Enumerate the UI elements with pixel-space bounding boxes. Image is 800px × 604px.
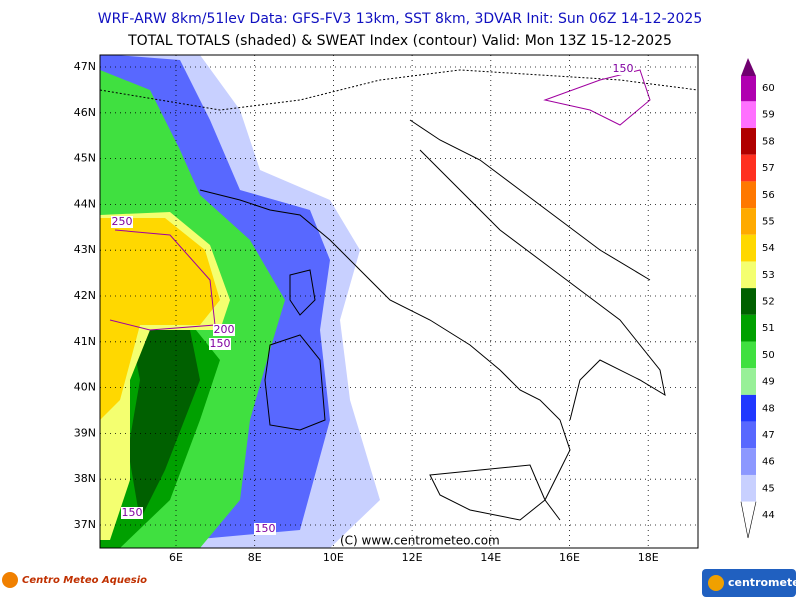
lat-label: 41N	[74, 335, 96, 348]
map-area: (C) www.centrometeo.com	[99, 54, 699, 549]
lon-label: 6E	[169, 551, 183, 564]
colorbar-swatch	[741, 341, 756, 369]
colorbar-label: 51	[762, 323, 775, 334]
colorbar-swatch	[741, 288, 756, 315]
map-frame	[99, 54, 699, 549]
shade-dark-green	[128, 330, 200, 520]
colorbar-swatch	[741, 261, 756, 289]
colorbar-swatch	[741, 76, 756, 102]
colorbar-swatch	[741, 394, 756, 422]
colorbar-label: 47	[762, 430, 775, 441]
colorbar-label: 56	[762, 190, 775, 201]
colorbar-label: 58	[762, 136, 775, 147]
lat-label: 42N	[74, 289, 96, 302]
contour-label-bg	[121, 507, 143, 519]
colorbar-label: 50	[762, 350, 775, 361]
sweat-contour	[543, 69, 651, 126]
contour-label-bg	[111, 216, 133, 228]
colorbar-swatch	[741, 101, 756, 129]
colorbar-swatch	[741, 128, 756, 155]
colorbar-label: 49	[762, 377, 775, 388]
colorbar-label: 52	[762, 297, 775, 308]
lat-label: 43N	[74, 243, 96, 256]
colorbar-swatch	[741, 448, 756, 475]
title-line2: TOTAL TOTALS (shaded) & SWEAT Index (con…	[127, 33, 672, 49]
colorbar-arrow	[741, 58, 756, 76]
copyright: (C) www.centrometeo.com	[340, 534, 500, 548]
contour-label: 150	[255, 522, 276, 535]
graticule	[100, 55, 698, 548]
contour-label-bg	[612, 63, 634, 75]
right-logo-icon	[708, 575, 724, 591]
borders	[99, 69, 699, 111]
colorbar-label: 48	[762, 403, 775, 414]
left-logo-icon	[2, 572, 18, 588]
colorbar-label: 46	[762, 457, 775, 468]
lon-label: 14E	[480, 551, 501, 564]
colorbar-swatch	[741, 181, 756, 209]
lat-label: 45N	[74, 152, 96, 165]
sweat-contour	[109, 229, 216, 331]
colorbar-swatch	[741, 421, 756, 449]
contour-label: 150	[613, 62, 634, 75]
lat-label: 37N	[74, 518, 96, 531]
lon-label: 8E	[248, 551, 262, 564]
contour-label-bg	[213, 324, 235, 336]
colorbar-swatch	[741, 474, 756, 502]
colorbar-label: 59	[762, 110, 775, 121]
colorbar-label: 54	[762, 243, 775, 254]
contour-label: 200	[214, 323, 235, 336]
lat-label: 38N	[74, 472, 96, 485]
lon-label: 18E	[638, 551, 659, 564]
left-logo: Centro Meteo Aquesio	[22, 575, 147, 586]
colorbar-swatch	[741, 208, 756, 235]
contour-label: 250	[112, 215, 133, 228]
lat-label: 46N	[74, 106, 96, 119]
coast-tyrrhenian	[199, 189, 571, 521]
lon-label: 10E	[323, 551, 344, 564]
colorbar-label: 44	[762, 510, 775, 521]
colorbar-label: 45	[762, 483, 775, 494]
lon-label: 12E	[402, 551, 423, 564]
lat-label: 40N	[74, 381, 96, 394]
lat-label: 39N	[74, 426, 96, 439]
colorbar-tail	[740, 501, 757, 539]
colorbar: 60 59 58 57 56 55 54 53 52 51 50 49 48 47 46 45 44	[740, 58, 775, 539]
lon-label: 16E	[559, 551, 580, 564]
colorbar-swatch	[741, 368, 756, 395]
lat-label: 44N	[74, 197, 96, 210]
colorbar-label: 57	[762, 163, 775, 174]
shade-yellow	[100, 218, 220, 420]
right-logo-box	[702, 569, 796, 597]
coast-adriatic	[419, 149, 666, 421]
contour-label-bg	[209, 338, 231, 350]
contour-label-bg	[254, 523, 276, 535]
footer: Centro Meteo Aquesio centrometeo	[2, 569, 800, 597]
title-line1: WRF-ARW 8km/51lev Data: GFS-FV3 13km, SS…	[98, 11, 703, 27]
colorbar-swatch	[741, 314, 756, 342]
right-logo: centrometeo	[728, 576, 800, 589]
colorbar-swatch	[741, 234, 756, 262]
colorbar-label: 60	[762, 83, 775, 94]
contour-label: 150	[122, 506, 143, 519]
coastlines	[99, 69, 699, 521]
sicily	[429, 464, 546, 521]
colorbar-swatch	[741, 154, 756, 182]
colorbar-label: 53	[762, 270, 775, 281]
colorbar-label: 55	[762, 216, 775, 227]
contour-label: 150	[210, 337, 231, 350]
lat-label: 47N	[74, 60, 96, 73]
